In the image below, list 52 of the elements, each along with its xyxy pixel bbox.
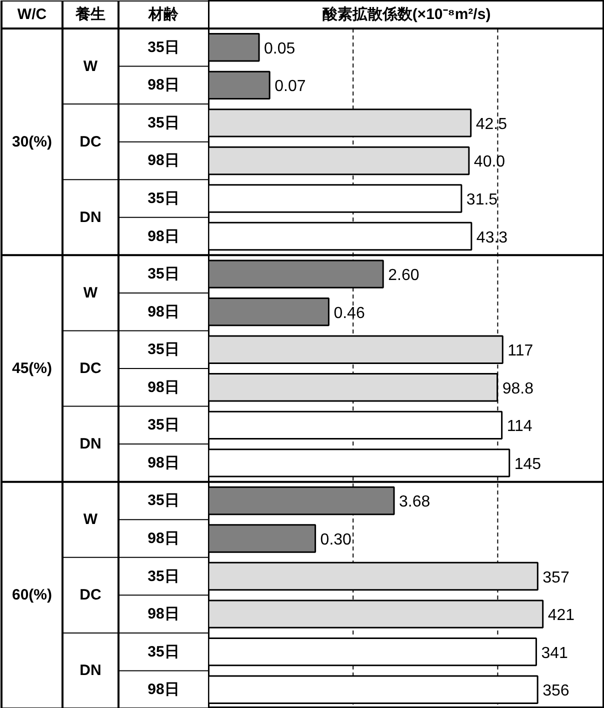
- data-label: 98.8: [502, 380, 534, 398]
- y-tick-label: 35日: [148, 416, 180, 434]
- text: 材齢: [148, 6, 180, 23]
- y-tick-label: 35日: [148, 114, 180, 132]
- data-label: 421: [548, 607, 575, 624]
- data-label: 3.68: [399, 494, 430, 511]
- text: W: [83, 511, 98, 528]
- text: 60(%): [12, 586, 52, 604]
- text: DN: [80, 662, 102, 680]
- data-label: 2.60: [388, 267, 420, 284]
- y-tick-label: 35日: [148, 568, 180, 585]
- chart-title: 酸素拡散係数(×10⁻⁸m²/s): [322, 6, 491, 23]
- data-label: 0.07: [274, 78, 306, 96]
- data-label: 357: [542, 569, 570, 586]
- y-tick-label: 98日: [148, 606, 180, 623]
- y-tick-label: 98日: [148, 681, 180, 698]
- y-tick-label: 35日: [148, 190, 180, 207]
- data-label: 145: [514, 456, 542, 473]
- data-label: 43.3: [476, 229, 508, 246]
- text: DN: [80, 436, 102, 453]
- y-tick-label: 98日: [148, 303, 180, 320]
- data-label: 114: [506, 418, 532, 436]
- text: W/C: [17, 6, 47, 23]
- data-label: 0.05: [264, 40, 296, 58]
- data-label: 117: [508, 342, 534, 360]
- y-tick-label: 98日: [148, 378, 180, 396]
- text: DC: [80, 360, 102, 377]
- data-label: 341: [541, 644, 568, 662]
- y-tick-label: 35日: [148, 643, 180, 660]
- y-tick-label: 35日: [148, 266, 180, 283]
- data-label: 31.5: [466, 192, 498, 208]
- data-label: 42.5: [476, 116, 508, 133]
- y-tick-label: 35日: [148, 38, 180, 56]
- text: 養生: [74, 6, 106, 23]
- text: W: [83, 284, 98, 302]
- text: 45(%): [12, 360, 52, 377]
- data-label: 0.46: [334, 304, 365, 322]
- y-tick-label: 98日: [148, 454, 180, 472]
- y-tick-label: 98日: [148, 76, 180, 94]
- data-label: 356: [542, 682, 570, 700]
- y-tick-label: 98日: [148, 152, 180, 170]
- text: DN: [80, 208, 102, 226]
- y-tick-label: 35日: [148, 341, 180, 358]
- text: 30(%): [12, 133, 52, 150]
- data-label: 40.0: [474, 154, 506, 171]
- text: DC: [80, 586, 102, 604]
- y-tick-label: 98日: [148, 228, 180, 245]
- y-tick-label: 35日: [148, 492, 180, 510]
- text: W: [83, 58, 98, 75]
- text: DC: [80, 133, 102, 150]
- y-tick-label: 98日: [148, 530, 180, 547]
- data-label: 0.30: [320, 532, 352, 548]
